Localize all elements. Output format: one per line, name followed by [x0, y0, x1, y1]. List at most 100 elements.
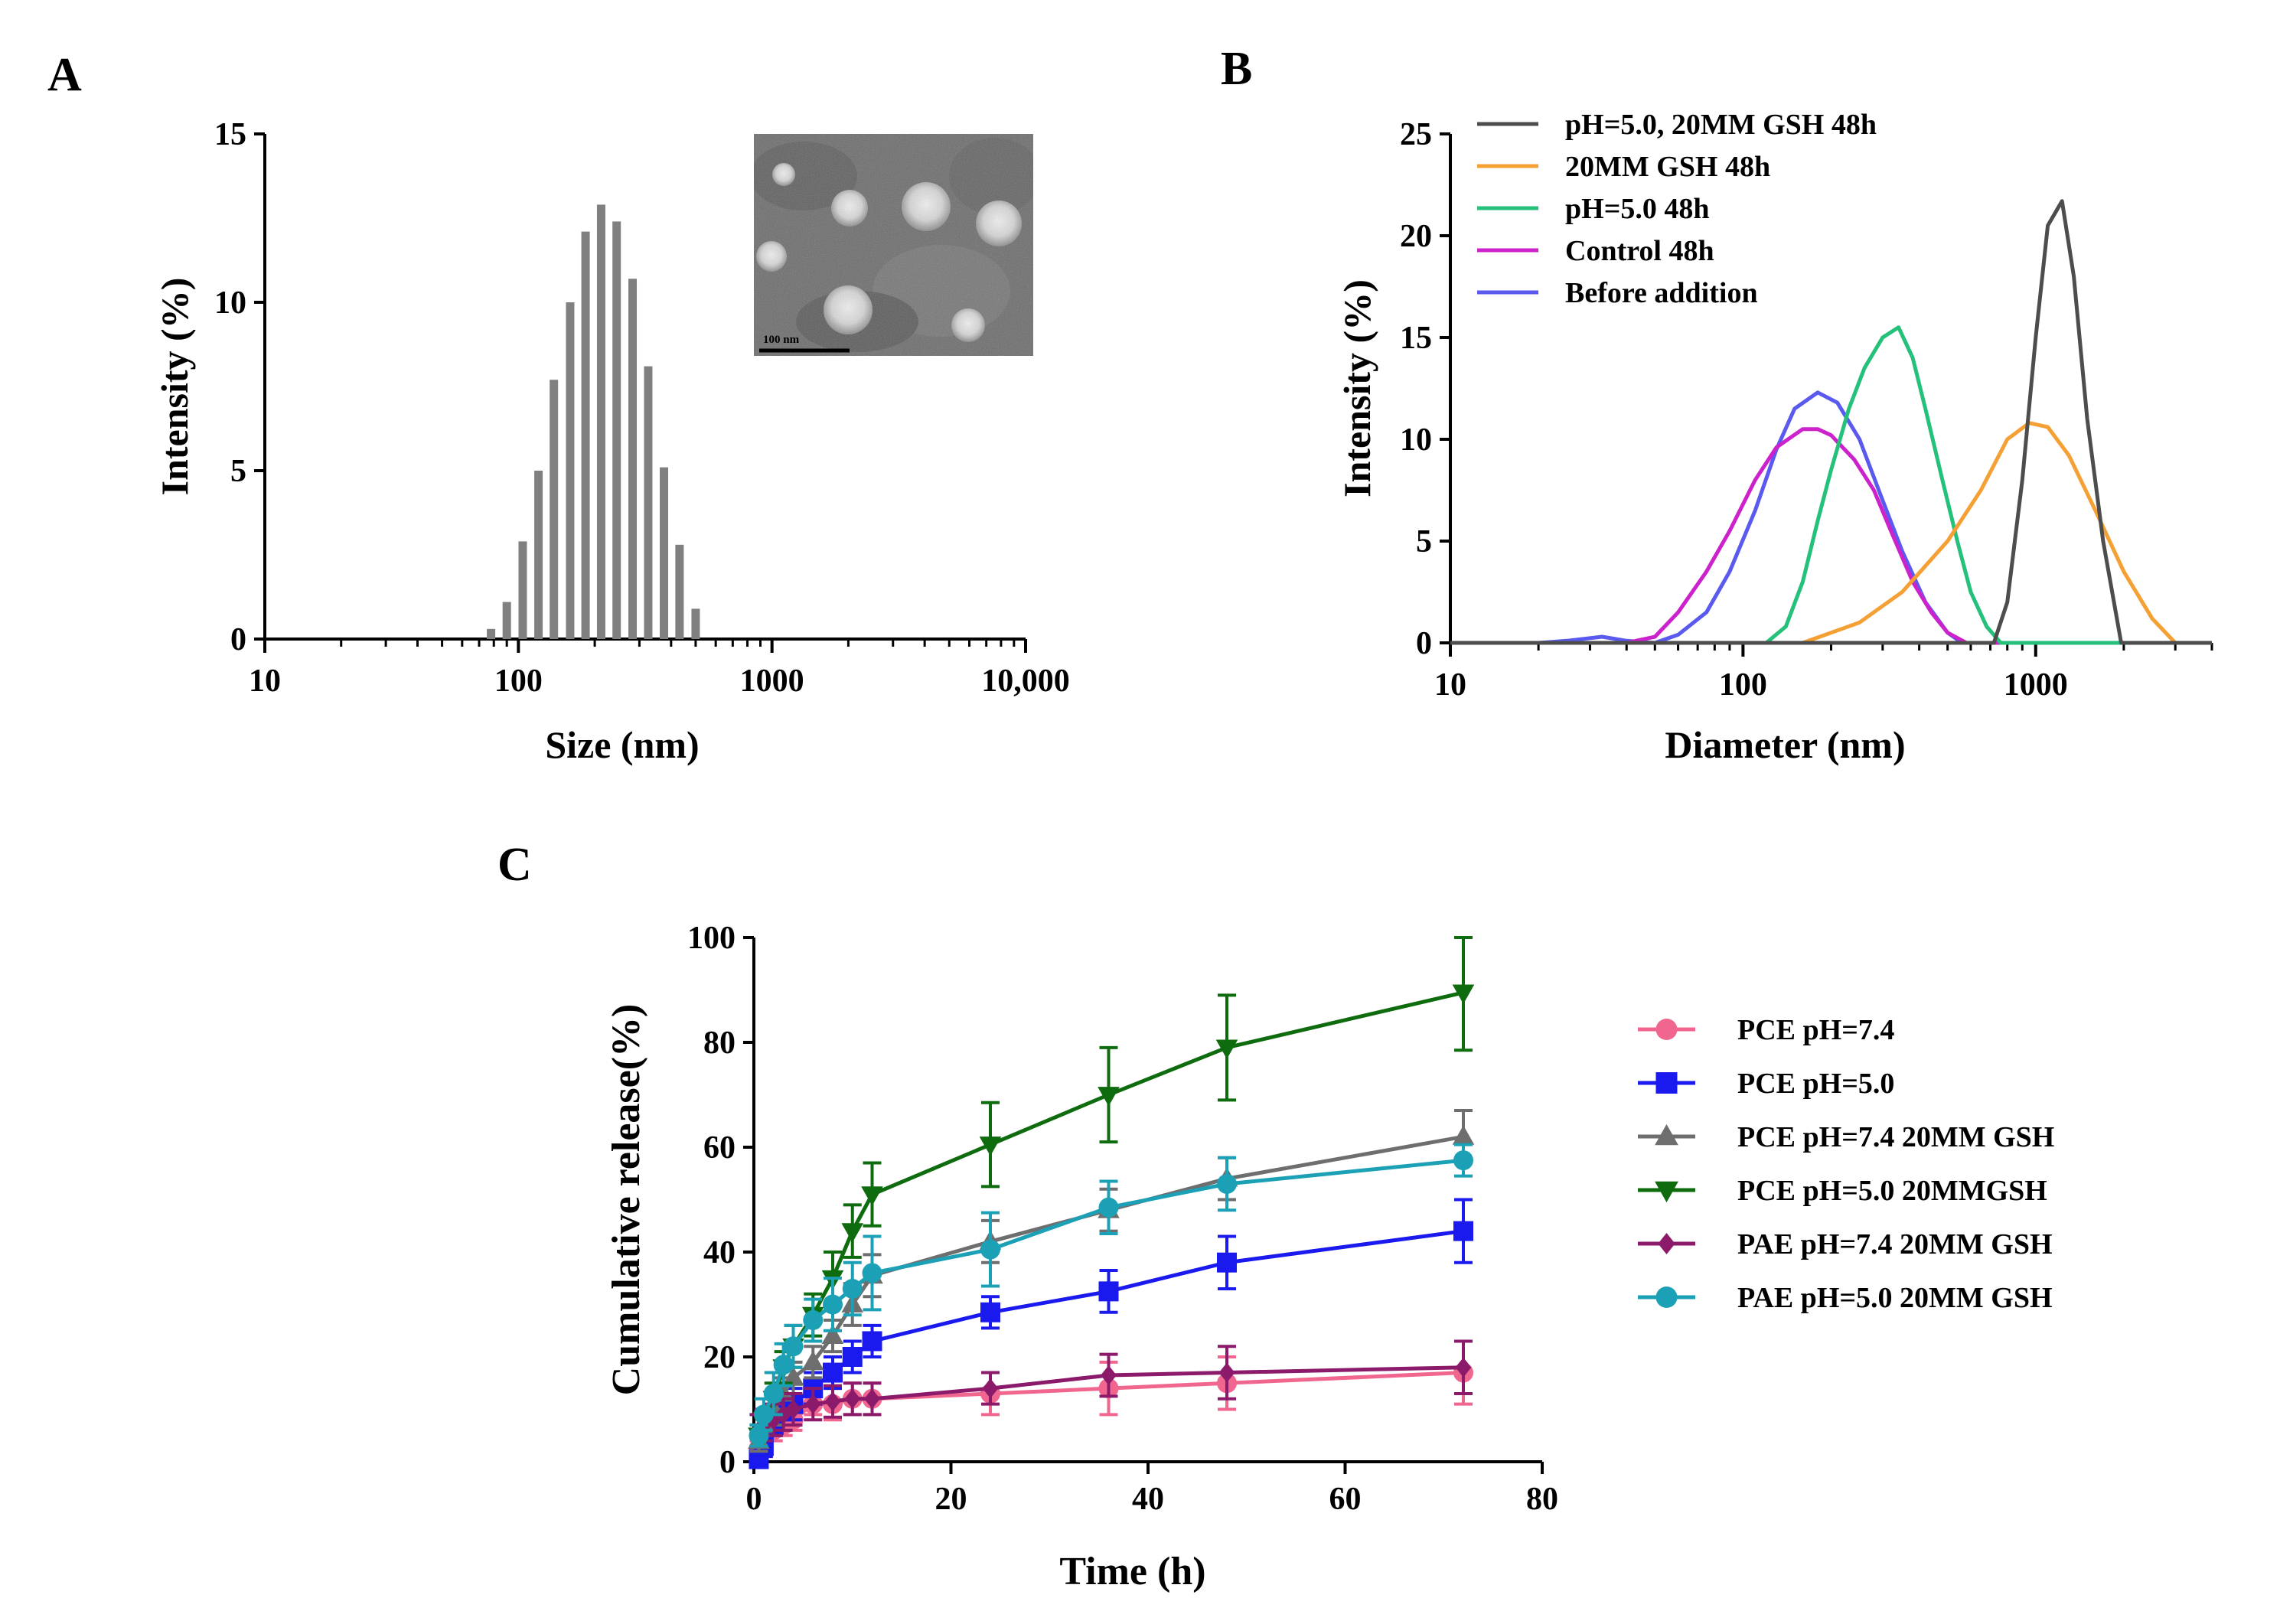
- c-point: [1217, 1252, 1237, 1273]
- c-point: [842, 1347, 863, 1367]
- panel-label-b: B: [1221, 43, 1252, 95]
- c-legend-marker: [1655, 1019, 1678, 1040]
- c-point: [1098, 1087, 1120, 1107]
- b-series-line: [1450, 325, 2212, 645]
- b-legend-label: pH=5.0 48h: [1565, 193, 1709, 225]
- c-legend-label: PAE pH=7.4 20MM GSH: [1737, 1228, 2053, 1260]
- a-bar: [487, 628, 496, 639]
- b-y-tick-label: 15: [1400, 321, 1432, 356]
- b-series-line: [1450, 199, 2212, 645]
- c-point: [773, 1355, 794, 1375]
- c-point: [979, 1136, 1002, 1156]
- c-point: [803, 1310, 824, 1331]
- a-bar: [675, 544, 684, 639]
- a-bar: [612, 221, 621, 639]
- c-point: [804, 1394, 821, 1414]
- a-bar: [581, 231, 590, 640]
- c-point: [844, 1388, 861, 1409]
- c-x-axis-label: Time (h): [1059, 1550, 1205, 1593]
- a-bar: [566, 302, 575, 639]
- panel-label-c: C: [497, 839, 532, 891]
- a-y-tick-label: 15: [214, 117, 246, 152]
- c-legend-marker: [1655, 1072, 1678, 1094]
- c-x-tick-label: 40: [1132, 1482, 1164, 1517]
- a-bar: [534, 471, 543, 639]
- b-y-tick-label: 5: [1416, 524, 1432, 559]
- c-point: [1455, 1357, 1472, 1378]
- c-point: [801, 1350, 824, 1371]
- c-legend-marker: [1655, 1286, 1678, 1308]
- c-point: [980, 1239, 1000, 1260]
- c-legend-marker: [1658, 1233, 1675, 1254]
- a-y-axis-label: Intensity (%): [153, 278, 196, 496]
- b-y-tick-label: 25: [1400, 117, 1432, 152]
- c-y-axis-label: Cumulative release(%): [605, 1004, 648, 1396]
- c-point: [1218, 1362, 1235, 1383]
- c-point: [864, 1388, 880, 1409]
- c-point: [1215, 1039, 1238, 1059]
- c-y-tick-label: 100: [687, 921, 736, 956]
- panel-b-chart: 0 5 10 15 20 25 10 100 1000 pH=5.0, 20MM GSH 48h 2…: [1336, 109, 2213, 766]
- c-series: [749, 1143, 1473, 1448]
- c-point: [749, 1425, 769, 1446]
- panel-c-chart: 0 20 40 60 80 100 0 20 40 60 80 PCE pH=7.4 PCE pH=5.…: [605, 921, 2054, 1593]
- c-legend-marker: [1655, 1181, 1678, 1203]
- b-legend-label: pH=5.0, 20MM GSH 48h: [1565, 109, 1877, 141]
- c-point: [1098, 1197, 1119, 1218]
- c-point: [862, 1331, 882, 1352]
- c-legend-label: PCE pH=5.0: [1737, 1068, 1894, 1100]
- c-point: [862, 1263, 882, 1283]
- c-x-tick-label: 20: [935, 1482, 967, 1517]
- c-point: [763, 1383, 784, 1404]
- c-point: [823, 1362, 843, 1383]
- a-bar: [628, 279, 638, 639]
- c-point: [861, 1186, 883, 1206]
- c-point: [785, 1399, 801, 1420]
- c-point: [1453, 1150, 1473, 1171]
- a-bar: [502, 602, 511, 639]
- a-y-tick-label: 10: [214, 285, 246, 321]
- c-point: [753, 1404, 774, 1425]
- b-x-tick-label: 100: [1719, 667, 1767, 703]
- a-x-tick-label: 100: [494, 664, 543, 699]
- c-point: [1452, 1125, 1475, 1145]
- b-legend-label: Before addition: [1565, 277, 1758, 309]
- c-y-tick-label: 0: [719, 1445, 736, 1480]
- a-y-tick-label: 5: [230, 454, 246, 489]
- c-x-tick-label: 0: [746, 1482, 762, 1517]
- a-bar: [550, 380, 559, 639]
- c-point: [982, 1378, 999, 1399]
- c-legend-label: PCE pH=7.4: [1737, 1014, 1894, 1046]
- panel-label-a: A: [47, 49, 82, 101]
- c-legend-marker: [1655, 1123, 1678, 1146]
- b-y-axis-label: Intensity (%): [1336, 279, 1378, 497]
- c-point: [823, 1294, 843, 1315]
- a-bar: [660, 467, 669, 639]
- a-bar: [691, 608, 700, 639]
- a-bar: [644, 366, 653, 639]
- c-legend-label: PCE pH=7.4 20MM GSH: [1737, 1121, 2054, 1153]
- c-legend-label: PAE pH=5.0 20MM GSH: [1737, 1282, 2053, 1314]
- c-point: [1098, 1281, 1119, 1302]
- c-y-tick-label: 20: [703, 1340, 736, 1375]
- c-point: [782, 1366, 804, 1386]
- a-y-tick-label: 0: [230, 622, 246, 657]
- a-bar: [596, 204, 605, 639]
- c-point: [783, 1336, 804, 1357]
- b-legend-label: Control 48h: [1565, 235, 1714, 267]
- c-x-tick-label: 60: [1329, 1482, 1362, 1517]
- a-bar: [518, 541, 527, 639]
- c-point: [842, 1278, 863, 1299]
- c-y-tick-label: 40: [703, 1235, 736, 1270]
- c-y-tick-label: 60: [703, 1130, 736, 1166]
- b-y-tick-label: 10: [1400, 422, 1432, 458]
- b-x-axis-label: Diameter (nm): [1665, 723, 1905, 766]
- b-x-tick-label: 10: [1434, 667, 1466, 703]
- b-y-tick-label: 20: [1400, 219, 1432, 254]
- c-x-tick-label: 80: [1526, 1482, 1558, 1517]
- b-legend-label: 20MM GSH 48h: [1565, 151, 1770, 183]
- b-y-tick-label: 0: [1416, 626, 1432, 661]
- b-x-tick-label: 1000: [2004, 667, 2068, 703]
- c-y-tick-label: 80: [703, 1026, 736, 1061]
